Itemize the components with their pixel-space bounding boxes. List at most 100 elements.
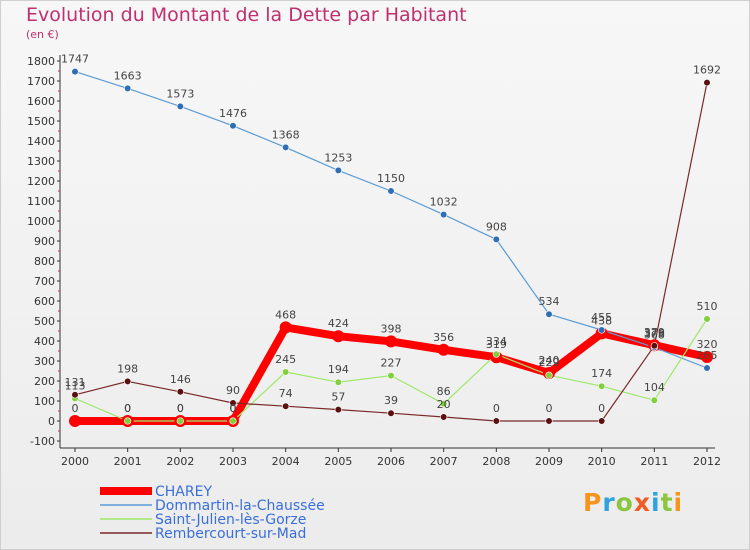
data-label: 1692	[693, 64, 721, 77]
y-tick-label: 200	[34, 375, 55, 388]
legend-label: Saint-Julien-lès-Gorze	[155, 512, 306, 528]
data-point	[437, 343, 450, 356]
y-tick-label: 0	[48, 415, 55, 428]
data-point	[229, 399, 237, 407]
data-point	[229, 122, 237, 130]
logo-letter: r	[602, 488, 616, 517]
logo-letter: x	[633, 488, 651, 517]
chart-title: Evolution du Montant de la Dette par Hab…	[26, 4, 467, 26]
y-tick-label: 500	[34, 315, 55, 328]
data-label: 0	[230, 402, 237, 415]
data-point	[71, 391, 79, 399]
y-tick-label: 1400	[27, 135, 55, 148]
y-tick-label: 1100	[27, 195, 55, 208]
y-tick-label: 700	[34, 275, 55, 288]
data-label: 1253	[324, 151, 352, 164]
data-point	[598, 417, 606, 425]
data-point	[334, 166, 342, 174]
data-point	[176, 102, 184, 110]
y-tick-label: 1200	[27, 175, 55, 188]
data-point	[650, 342, 658, 350]
data-point	[492, 235, 500, 243]
data-label: 0	[124, 402, 131, 415]
data-label: 1663	[114, 69, 142, 82]
x-tick-label: 2002	[166, 455, 194, 468]
x-tick-label: 2000	[61, 455, 89, 468]
data-label: 20	[437, 398, 451, 411]
data-label: 1368	[272, 128, 300, 141]
data-point	[279, 321, 292, 334]
data-label: 534	[539, 295, 560, 308]
data-label: 468	[275, 308, 296, 321]
x-tick-label: 2003	[219, 455, 247, 468]
data-point	[701, 351, 713, 363]
data-label: 398	[381, 322, 402, 335]
x-tick-label: 2010	[588, 455, 616, 468]
data-label: 265	[697, 349, 718, 362]
x-tick-label: 2009	[535, 455, 563, 468]
data-label: 174	[591, 367, 612, 380]
data-label: 0	[72, 402, 79, 415]
x-tick-label: 2012	[693, 455, 721, 468]
data-point	[440, 413, 448, 421]
data-label: 113	[65, 379, 86, 392]
logo-letter: i	[651, 488, 661, 517]
data-label: 908	[486, 220, 507, 233]
data-label: 356	[433, 331, 454, 344]
data-label: 424	[328, 317, 349, 330]
data-label: 0	[546, 402, 553, 415]
data-point	[69, 415, 81, 427]
y-tick-label: 1500	[27, 115, 55, 128]
data-label: 229	[539, 356, 560, 369]
data-label: 86	[437, 385, 451, 398]
y-tick-label: 400	[34, 335, 55, 348]
chart-unit: (en €)	[26, 28, 59, 41]
data-label: 0	[124, 402, 131, 415]
data-point	[387, 409, 395, 417]
data-point	[703, 364, 711, 372]
data-label: 198	[117, 362, 138, 375]
data-point	[282, 368, 290, 376]
x-tick-label: 2004	[272, 455, 300, 468]
data-label: 1150	[377, 172, 405, 185]
y-tick-label: 800	[34, 255, 55, 268]
data-label: 0	[177, 402, 184, 415]
y-tick-label: -100	[30, 435, 55, 448]
data-label: 245	[275, 353, 296, 366]
logo-letter: P	[583, 488, 603, 517]
data-label: 510	[697, 300, 718, 313]
x-tick-label: 2011	[640, 455, 668, 468]
data-point	[387, 187, 395, 195]
data-label: 1032	[430, 196, 458, 209]
data-point	[334, 406, 342, 414]
data-point	[703, 315, 711, 323]
data-label: 194	[328, 363, 349, 376]
data-point	[176, 417, 184, 425]
data-point	[385, 335, 397, 348]
x-tick-label: 2006	[377, 455, 405, 468]
data-point	[124, 417, 132, 425]
data-point	[282, 402, 290, 410]
data-label: 57	[331, 391, 345, 404]
data-point	[545, 310, 553, 318]
y-tick-label: 300	[34, 355, 55, 368]
data-point	[334, 378, 342, 386]
data-point	[229, 417, 237, 425]
legend-label: CHAREY	[155, 484, 212, 500]
x-tick-label: 2001	[114, 455, 142, 468]
data-label: 0	[493, 402, 500, 415]
data-label: 438	[591, 314, 612, 327]
data-label: 90	[226, 384, 240, 397]
x-tick-label: 2007	[430, 455, 458, 468]
y-tick-label: 600	[34, 295, 55, 308]
data-point	[492, 417, 500, 425]
data-point	[545, 417, 553, 425]
y-tick-label: 1600	[27, 95, 55, 108]
data-label: 320	[697, 338, 718, 351]
data-point	[387, 372, 395, 380]
proxiti-logo: Proxiti	[583, 488, 683, 517]
y-tick-label: 1700	[27, 75, 55, 88]
y-tick-label: 900	[34, 235, 55, 248]
